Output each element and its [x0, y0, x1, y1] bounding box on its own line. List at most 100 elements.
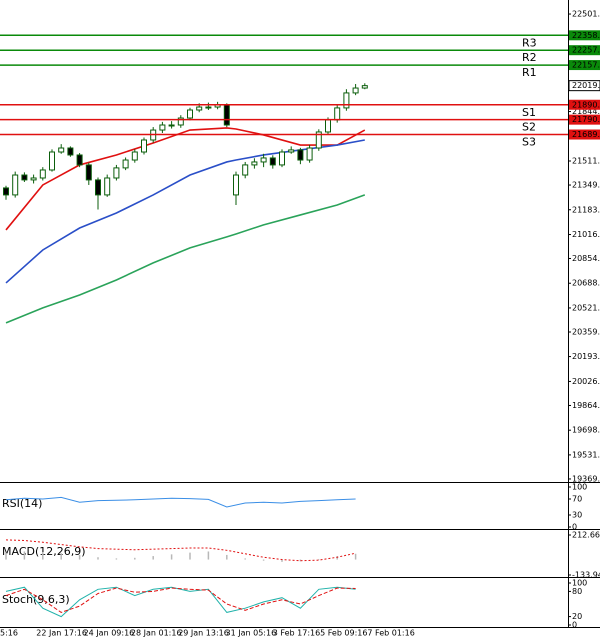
level-price: 22358.2: [572, 31, 600, 40]
level-price: 21790.0: [572, 115, 600, 124]
indicator-line: [5, 496, 356, 508]
y-tick-label: 20: [572, 612, 582, 621]
candle-body: [95, 179, 101, 196]
y-tick-label: 19698.0: [572, 426, 600, 435]
current-price: 22019.0: [572, 81, 600, 90]
candle-body: [58, 147, 65, 153]
candle-body: [122, 159, 129, 169]
candle-body: [251, 161, 258, 166]
x-tick-label: 24 Jan 09:16: [84, 629, 135, 638]
y-tick-label: 19864.6: [572, 401, 600, 410]
y-tick-label: 21016.1: [572, 230, 600, 239]
level-price: 21689.8: [572, 130, 600, 139]
current-price-box: [568, 80, 600, 92]
y-tick-label: 0: [572, 523, 577, 532]
level-price: 21890.3: [572, 100, 600, 109]
candle-body: [269, 157, 276, 166]
y-tick-label: 21183.0: [572, 205, 600, 214]
indicator-title: RSI(14): [2, 497, 42, 510]
candle-body: [104, 177, 111, 196]
moving-average: [5, 139, 365, 284]
level-price-box: [569, 129, 600, 140]
candle-body: [306, 147, 313, 161]
y-tick-label: 20854.8: [572, 254, 600, 263]
candle-body: [325, 119, 331, 133]
candle-body: [205, 106, 212, 109]
moving-average: [5, 127, 366, 231]
indicator-line: [5, 586, 356, 618]
y-tick-label: 22501.5: [572, 10, 600, 19]
level-price-box: [569, 60, 600, 71]
level-name: S2: [522, 121, 536, 134]
candle-body: [113, 167, 120, 179]
candle-body: [343, 92, 350, 109]
x-tick-label: 31 Jan 05:16: [226, 629, 277, 638]
y-tick-label: -133.94: [572, 571, 600, 580]
level-price-box: [569, 114, 600, 125]
candle-body: [3, 187, 9, 196]
x-tick-label: 29 Jan 13:16: [178, 629, 229, 638]
candle-body: [233, 174, 239, 196]
candle-body: [12, 174, 19, 196]
level-name: R3: [522, 36, 537, 49]
candle-body: [288, 149, 295, 153]
candle-body: [334, 107, 341, 121]
level-name: R1: [522, 66, 537, 79]
candle-body: [352, 87, 359, 94]
y-tick-label: 0: [572, 621, 577, 630]
candle-body: [131, 151, 138, 161]
y-tick-label: 21349.5: [572, 181, 600, 190]
x-tick-label: 5 Feb 09:16: [320, 629, 367, 638]
candle-body: [159, 124, 166, 131]
candle-body: [67, 147, 74, 156]
candle-body: [141, 139, 147, 153]
candle-body: [242, 164, 249, 176]
candle-body: [21, 174, 28, 181]
candle-body: [85, 164, 92, 181]
candle-body: [361, 85, 368, 89]
candle-body: [196, 106, 203, 111]
level-name: S1: [522, 106, 536, 119]
y-tick-label: 19369.5: [572, 474, 600, 483]
candle-body: [76, 154, 83, 166]
level-price: 22157.7: [572, 61, 600, 70]
level-name: S3: [522, 136, 536, 149]
x-tick-label: 7 Feb 01:16: [367, 629, 414, 638]
level-price-box: [569, 45, 600, 56]
y-tick-label: 21511.5: [572, 156, 600, 165]
candle-body: [168, 124, 175, 127]
y-tick-label: 20521.5: [572, 303, 600, 312]
y-tick-label: 30: [572, 511, 582, 520]
candle-body: [223, 104, 230, 126]
level-price: 22257.9: [572, 46, 600, 55]
candle-body: [187, 109, 193, 119]
y-tick-label: 21844.5: [572, 107, 600, 116]
y-tick-label: 19531.5: [572, 450, 600, 459]
level-price-box: [569, 30, 600, 41]
x-tick-label: 28 Jan 01:16: [131, 629, 182, 638]
candle-body: [177, 117, 184, 126]
candle-body: [49, 151, 55, 171]
indicator-title: MACD(12,26,9): [2, 545, 86, 558]
y-tick-label: 70: [572, 495, 582, 504]
candle-body: [30, 177, 37, 181]
y-tick-label: 100: [572, 579, 587, 588]
candle-body: [279, 151, 285, 166]
y-tick-label: 20026.5: [572, 377, 600, 386]
indicator-line: [5, 539, 356, 562]
y-tick-label: 20193.9: [572, 352, 600, 361]
moving-average: [5, 194, 366, 324]
candle-body: [315, 131, 322, 149]
x-tick-label: 5:16: [0, 629, 18, 638]
x-tick-label: 3 Feb 17:16: [273, 629, 320, 638]
indicator-line: [5, 587, 356, 613]
candle-body: [260, 157, 267, 163]
x-tick-label: 22 Jan 17:16: [36, 629, 87, 638]
y-tick-label: 100: [572, 483, 587, 492]
level-name: R2: [522, 51, 537, 64]
y-tick-label: 212.66: [572, 531, 600, 540]
level-price-box: [569, 99, 600, 110]
candle-body: [297, 149, 304, 161]
y-tick-label: 20359.5: [572, 327, 600, 336]
